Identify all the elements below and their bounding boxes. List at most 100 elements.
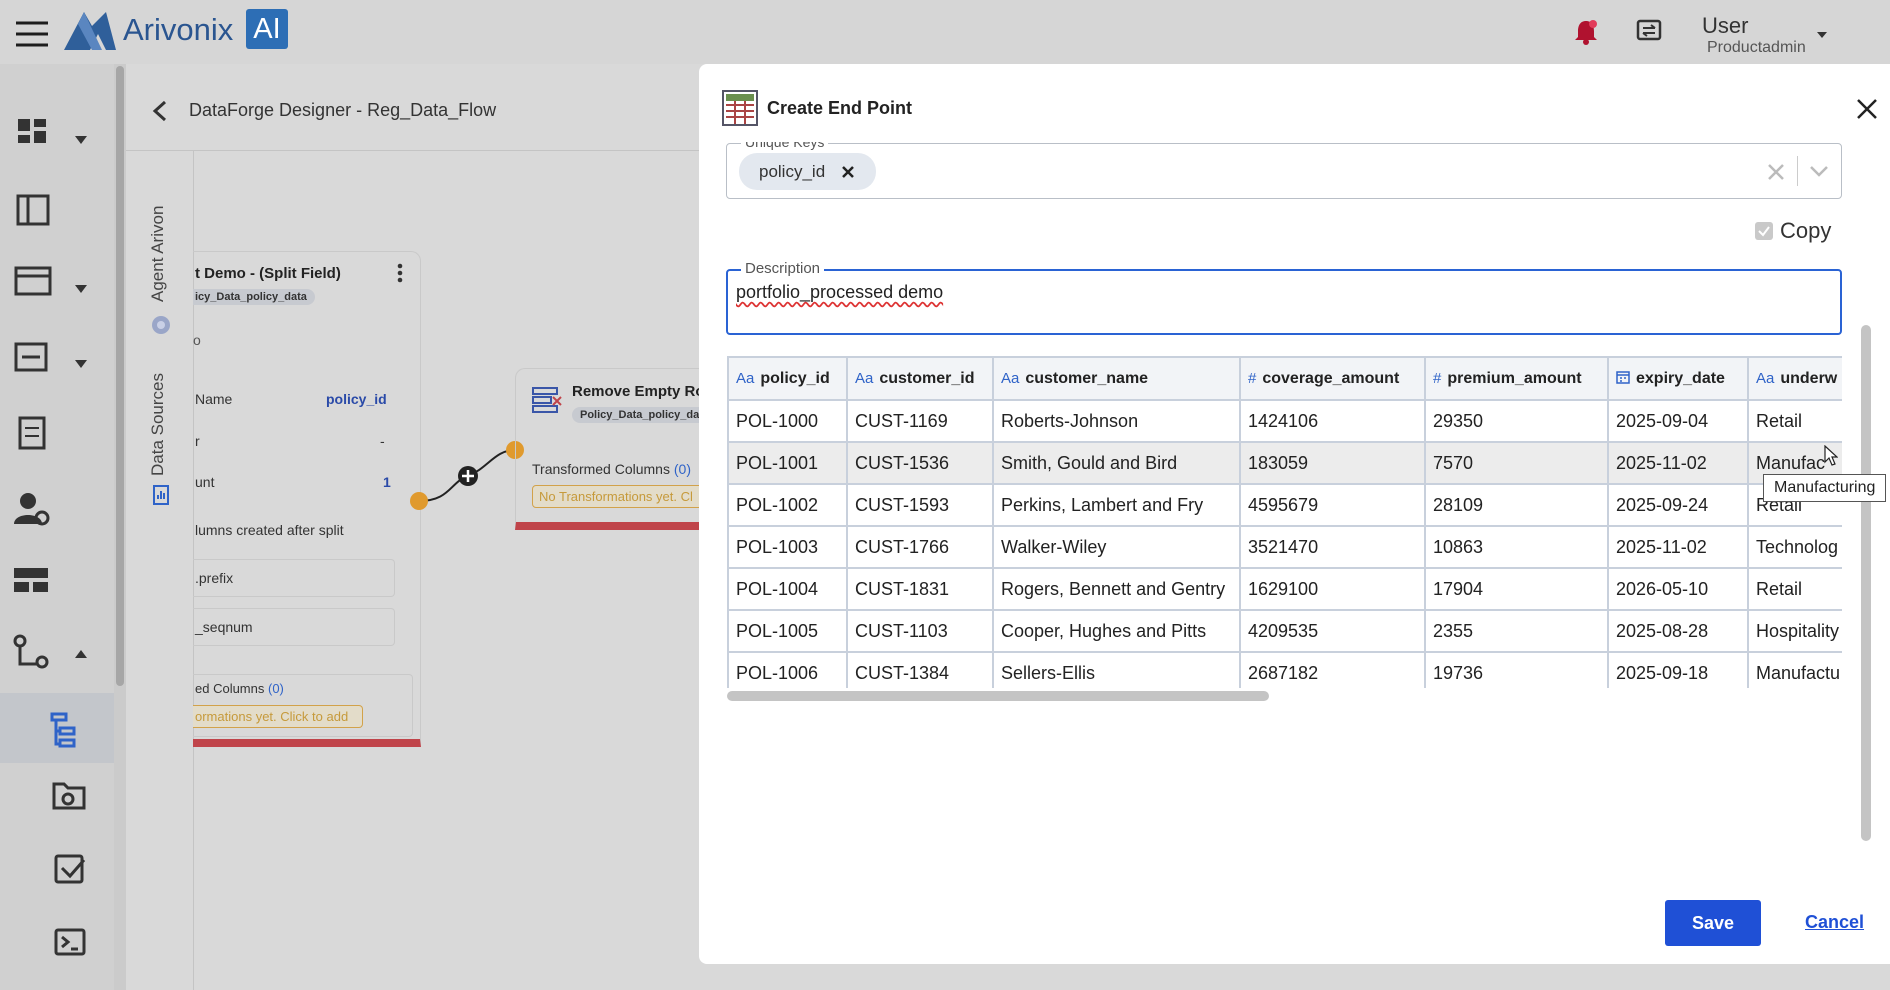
table-row: POL-1005 CUST-1103 Cooper, Hughes and Pitt… [727,609,1842,653]
chip-remove[interactable] [842,166,854,178]
side-tab[interactable]: Agent Arivon [148,205,167,302]
table-cell: POL-1005 [727,609,848,653]
v-scrollbar[interactable] [1861,325,1871,841]
column-name: underw [1780,369,1838,387]
column-header: Aa customer_id [846,356,994,401]
table-cell: CUST-1103 [846,609,994,653]
count: (0) [673,461,691,477]
key-chip: policy_id [739,153,876,190]
modal-title: Create End Point [767,98,913,118]
table-cell: 17904 [1424,567,1609,611]
node-connection [410,441,524,510]
table-cell: Roberts-Johnson [992,399,1241,443]
column-type-icon: Aa [1756,369,1775,387]
table-cell: CUST-1766 [846,525,994,569]
table-cell: 4595679 [1239,483,1426,527]
save-button[interactable]: Save [1665,900,1761,946]
table-row: POL-1004 CUST-1831 Rogers, Bennett and Gen… [727,567,1842,611]
side-tab[interactable]: Data Sources [148,373,167,476]
user-name[interactable]: User [1702,13,1749,38]
column-type-icon [1616,370,1630,384]
table-cell: POL-1003 [727,525,848,569]
table-cell: 2687182 [1239,651,1426,688]
table-cell: CUST-1384 [846,651,994,688]
breadcrumb-title: DataForge Designer - Reg_Data_Flow [189,100,497,120]
node-row-label: Name [195,391,233,407]
description-value: portfolio_processed demo [736,282,944,302]
sidebar-scrollbar [114,64,126,990]
unique-keys-label: Unique Keys [741,142,829,150]
close-button[interactable] [1856,98,1878,120]
table-cell: 2025-09-04 [1607,399,1749,443]
column-name: customer_id [879,369,975,387]
table-cell: 2025-11-02 [1607,525,1749,569]
column-type-icon: Aa [855,369,874,387]
table-cell: Hospitality [1747,609,1842,653]
breadcrumb-bar [126,64,699,151]
table-cell: Retail [1747,399,1842,443]
table-row: POL-1001 CUST-1536 Smith, Gould and Bird 18… [727,441,1842,485]
copy-checkbox[interactable] [1755,222,1773,240]
clear-button[interactable] [1768,164,1784,180]
table-row: POL-1006 CUST-1384 Sellers-Ellis 2687182 197… [727,651,1842,688]
node-tag: icy_Data_policy_data [193,289,315,305]
modal: Create End Point Unique Keys policy_id C… [699,64,1890,964]
node-empty[interactable]: ormations yet. Click to add [193,705,363,728]
table-wrap: Aa policy_id Aa customer_id Aa customer_name #… [727,356,1842,688]
unique-keys-field[interactable] [726,143,1842,199]
table-cell: 29350 [1424,399,1609,443]
node-empty[interactable]: No Transformations yet. Cl [532,485,712,508]
menu-button[interactable] [16,21,48,47]
column-header: expiry_date [1607,356,1749,401]
node-menu[interactable] [397,263,403,283]
column-header: # premium_amount [1424,356,1609,401]
table-cell: 28109 [1424,483,1609,527]
table-cell: 183059 [1239,441,1426,485]
table-cell: 10863 [1424,525,1609,569]
notification-bell[interactable] [1574,19,1598,45]
modal-body: Unique Keys policy_id Copy Description p… [699,142,1890,902]
switch-icon[interactable] [1636,19,1662,43]
description-field[interactable] [726,269,1842,335]
table-part: Aa policy_id Aa customer_id Aa customer_name #… [727,356,1842,401]
table-cell: 2026-05-10 [1607,567,1749,611]
table-cell: CUST-1831 [846,567,994,611]
column-name: expiry_date [1636,369,1725,387]
node-field: _seqnum [193,608,395,646]
node-row-label: unt [195,474,215,490]
brand-badge: AI [246,9,288,49]
node-card[interactable] [193,251,421,747]
table-cell: Cooper, Hughes and Pitts [992,609,1241,653]
dropdown-button[interactable] [1810,166,1828,177]
table-cell: 19736 [1424,651,1609,688]
column-type-icon: Aa [736,369,755,387]
table-row: POL-1002 CUST-1593 Perkins, Lambert and Fr… [727,483,1842,527]
node-added-label: ed Columns (0) [195,681,284,696]
column-name: premium_amount [1447,369,1582,387]
node-tag: Policy_Data_policy_da [572,407,708,423]
table-cell: 2025-11-02 [1607,441,1749,485]
copy-label: Copy [1780,218,1832,243]
column-type-icon: # [1248,369,1257,387]
user-caret[interactable] [1817,32,1827,38]
sidebar-icons [13,119,87,956]
data-table: Aa policy_id Aa customer_id Aa customer_name #… [727,356,1842,688]
column-header: Aa underw [1747,356,1842,401]
node-title: Remove Empty Rov [572,383,713,400]
h-scrollbar[interactable] [727,691,1269,701]
cancel-button[interactable]: Cancel [1805,912,1865,932]
table-cell: 3521470 [1239,525,1426,569]
table-cell: Sellers-Ellis [992,651,1241,688]
table-cell: 4209535 [1239,609,1426,653]
back-button[interactable] [152,100,168,122]
node-transformed-label: Transformed Columns (0) [532,461,691,477]
table-part: Aa policy_id Aa customer_id Aa customer_name #… [727,356,1842,401]
brand: Arivonix [123,12,234,47]
table-cell: 7570 [1424,441,1609,485]
table-cell: 2025-09-24 [1607,483,1749,527]
node-row-label: r [195,433,200,449]
table-cell: Perkins, Lambert and Fry [992,483,1241,527]
table-cell: Rogers, Bennett and Gentry [992,567,1241,611]
user-role: Productadmin [1707,39,1806,56]
